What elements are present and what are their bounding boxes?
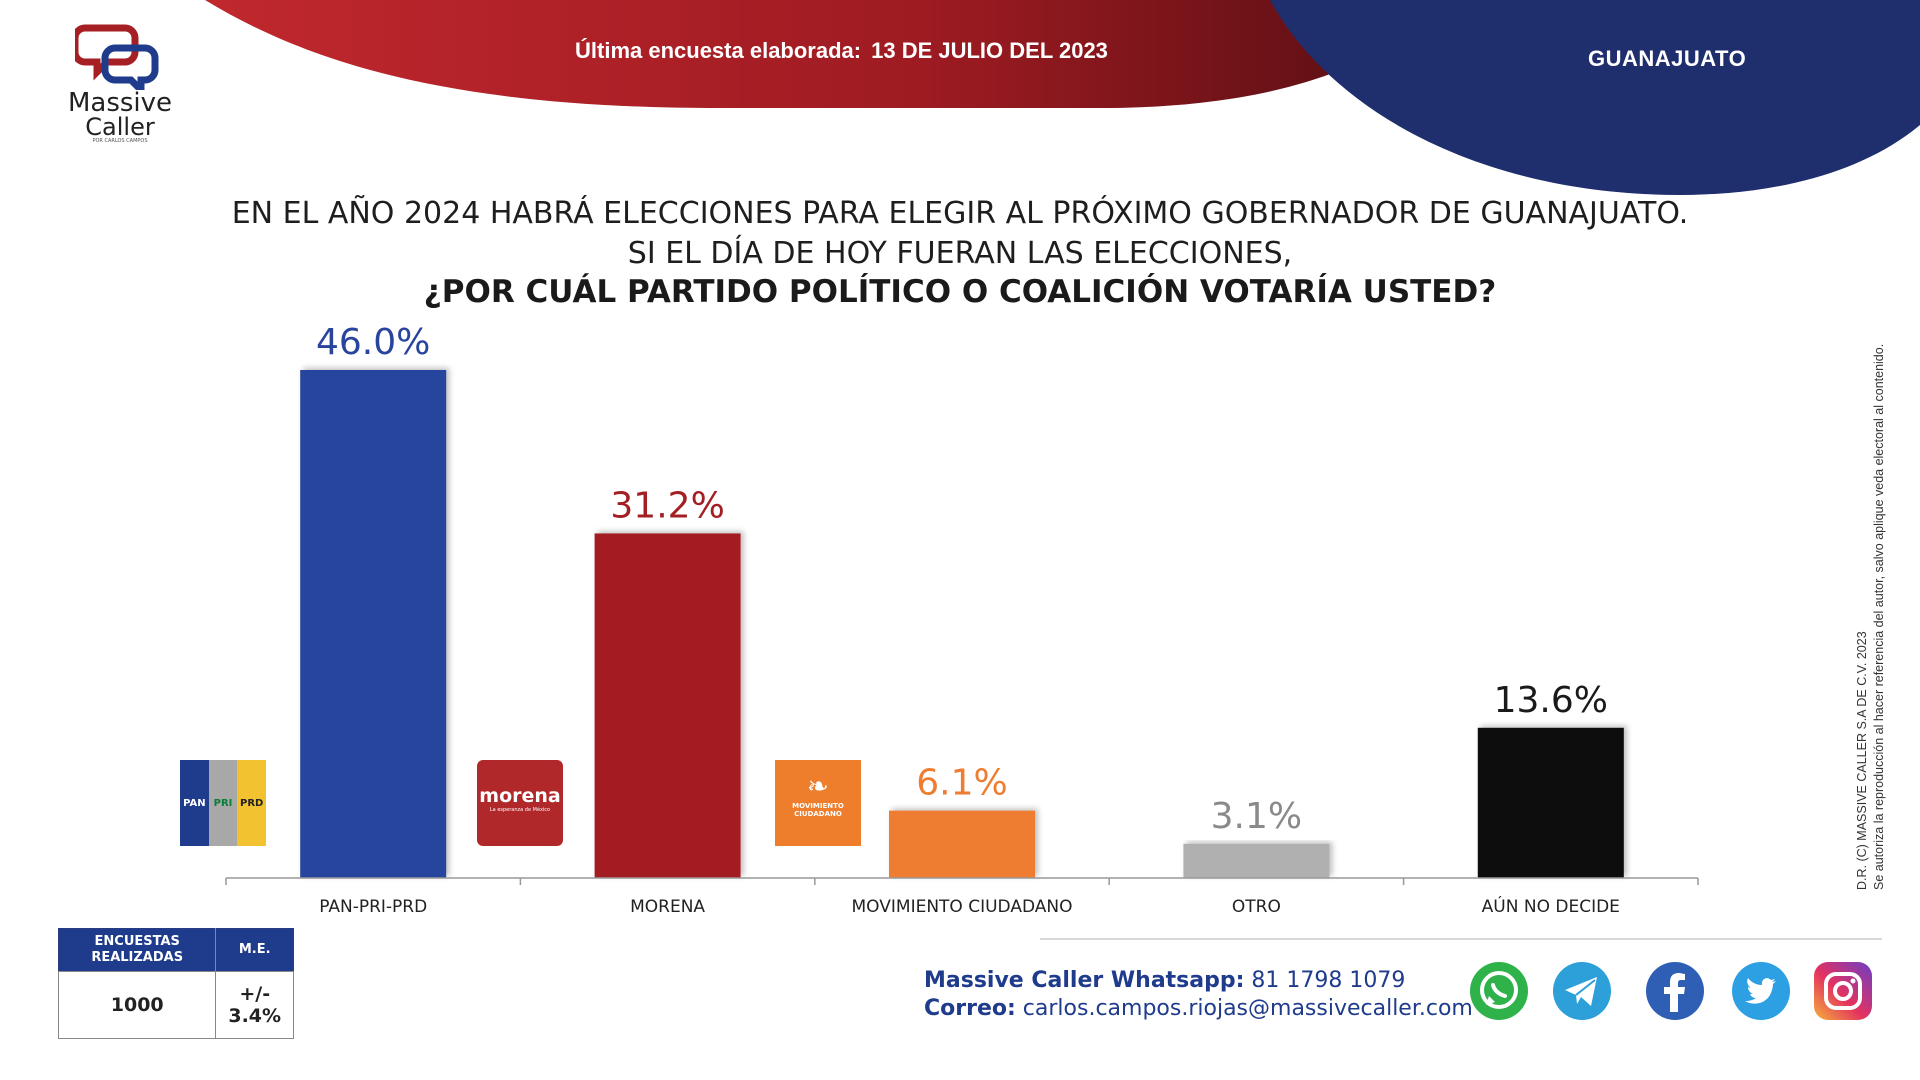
question-line-2: SI EL DÍA DE HOY FUERAN LAS ELECCIONES, [627, 236, 1293, 271]
surveys-header: ENCUESTAS REALIZADAS [58, 928, 216, 972]
logo-word-massive: Massive [67, 88, 173, 118]
category-label-morena: MORENA [630, 897, 705, 917]
survey-date-label: Última encuesta elaborada: [575, 38, 862, 63]
prd-logo-segment: PRD [237, 760, 266, 846]
value-label-otro: 3.1% [1211, 796, 1302, 837]
question-line-1: EN EL AÑO 2024 HABRÁ ELECCIONES PARA ELE… [231, 196, 1689, 231]
pri-logo-segment: PRI [208, 760, 238, 846]
margin-error-value: +/- 3.4% [215, 971, 294, 1039]
telegram-icon[interactable] [1551, 960, 1613, 1022]
category-label-aun-no-decide: AÚN NO DECIDE [1482, 895, 1620, 917]
value-label-morena: 31.2% [610, 485, 724, 526]
bar-morena [594, 533, 741, 878]
eagle-icon: ❧ [807, 772, 829, 802]
survey-stats-table: ENCUESTAS REALIZADAS M.E. 1000 +/- 3.4% [57, 928, 294, 1039]
contact-whatsapp: Massive Caller Whatsapp: 81 1798 1079 [924, 968, 1405, 993]
footer-divider [1040, 938, 1882, 940]
email-address[interactable]: carlos.campos.riojas@massivecaller.com [1022, 996, 1473, 1021]
logo-subtitle: POR CARLOS CAMPOS [92, 138, 148, 144]
question-line-3: ¿POR CUÁL PARTIDO POLÍTICO O COALICIÓN V… [423, 274, 1497, 310]
facebook-icon[interactable] [1644, 960, 1706, 1022]
movimiento-ciudadano-logo: ❧ MOVIMIENTO CIUDADANO [775, 760, 861, 846]
whatsapp-icon[interactable] [1468, 960, 1530, 1022]
chat-bubbles-logo-icon [75, 24, 159, 90]
morena-logo: morena La esperanza de México [477, 760, 563, 846]
mc-logo-name: MOVIMIENTO CIUDADANO [792, 802, 844, 818]
category-label-pan-pri-prd: PAN-PRI-PRD [319, 897, 427, 917]
surveys-value: 1000 [57, 971, 217, 1039]
survey-date-line: Última encuesta elaborada: 13 DE JULIO DE… [575, 38, 1108, 64]
bar-aun-no-decide [1477, 727, 1624, 878]
twitter-icon[interactable] [1730, 960, 1792, 1022]
state-name: GUANAJUATO [1588, 46, 1747, 71]
whatsapp-label: Massive Caller Whatsapp: [924, 968, 1245, 993]
pan-pri-prd-logo: PAN PRI PRD [180, 760, 266, 846]
morena-logo-name: morena [479, 785, 561, 807]
logo-word-caller: Caller [85, 113, 155, 141]
margin-error-header: M.E. [215, 928, 294, 972]
massive-caller-logo: Massive Caller POR CARLOS CAMPOS [60, 20, 180, 150]
contact-email: Correo: carlos.campos.riojas@massivecall… [924, 996, 1473, 1021]
bar-movimiento-ciudadano [889, 810, 1035, 878]
category-label-movimiento-ciudadano: MOVIMIENTO CIUDADANO [852, 897, 1073, 917]
value-label-aun-no-decide: 13.6% [1494, 680, 1608, 721]
copyright-line-2: Se autoriza la reproducción al hacer ref… [1872, 343, 1886, 890]
value-label-movimiento-ciudadano: 6.1% [916, 763, 1007, 804]
header-red-shape [205, 0, 1400, 108]
copyright-notice: D.R. (C) MASSIVE CALLER S.A DE C.V. 2023… [1854, 210, 1888, 890]
copyright-line-1: D.R. (C) MASSIVE CALLER S.A DE C.V. 2023 [1855, 631, 1869, 890]
whatsapp-number[interactable]: 81 1798 1079 [1251, 968, 1406, 993]
morena-logo-tagline: La esperanza de México [489, 807, 551, 813]
value-label-pan-pri-prd: 46.0% [316, 322, 430, 363]
survey-date-value: 13 DE JULIO DEL 2023 [871, 38, 1108, 63]
header-banner [205, 0, 1920, 195]
instagram-icon[interactable] [1812, 960, 1874, 1022]
category-label-otro: OTRO [1232, 897, 1281, 917]
email-label: Correo: [924, 996, 1016, 1021]
bar-otro [1183, 843, 1330, 878]
header-blue-shape [1270, 0, 1920, 195]
pan-logo-segment: PAN [180, 760, 209, 846]
bar-pan-pri-prd [300, 370, 447, 878]
